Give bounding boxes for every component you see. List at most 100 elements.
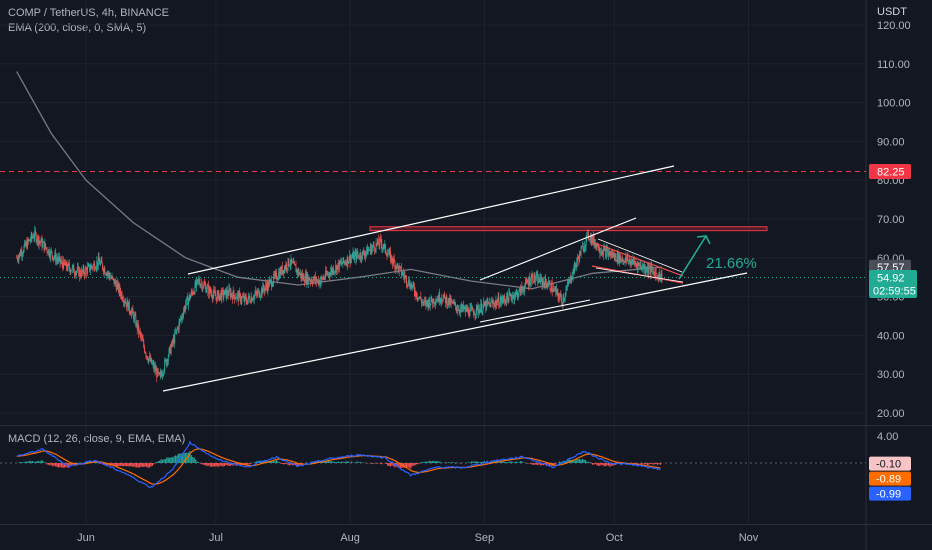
inner-channel-lower-line[interactable] — [479, 299, 591, 323]
histogram-bar — [558, 461, 561, 463]
candle-body — [107, 273, 109, 275]
candle-body — [341, 263, 343, 265]
candle-body — [449, 297, 451, 305]
candle-body — [404, 276, 406, 278]
candle-body — [639, 264, 641, 266]
candle-body — [249, 297, 251, 302]
candle-body — [655, 272, 657, 274]
candle-body — [344, 261, 346, 264]
candle-body — [421, 302, 423, 304]
candle-body — [447, 303, 449, 306]
candle-body — [426, 300, 428, 303]
candle-body — [317, 279, 319, 285]
candle-body — [633, 259, 635, 261]
candle-body — [470, 307, 472, 309]
candle-body — [255, 291, 257, 293]
histogram-bar — [641, 463, 643, 465]
histogram-bar — [511, 461, 513, 463]
candle-body — [304, 274, 306, 283]
candle-body — [258, 290, 260, 297]
candle-body — [247, 299, 249, 304]
candle-body — [488, 301, 490, 304]
candle-body — [353, 252, 355, 260]
time-axis[interactable]: Jun Jul Aug Sep Oct Nov — [77, 532, 759, 544]
histogram-bar — [63, 463, 65, 468]
candle-body — [253, 295, 255, 300]
candle-body — [149, 356, 150, 359]
candle-body — [124, 301, 126, 304]
candle-body — [221, 290, 223, 300]
candle-body — [485, 302, 487, 310]
histogram-bar — [297, 463, 299, 466]
candle-body — [551, 283, 553, 292]
svg-text:54.92: 54.92 — [877, 273, 905, 285]
candle-body — [32, 236, 34, 238]
inner-channel-upper-line[interactable] — [479, 217, 637, 281]
candle-body — [477, 306, 479, 313]
candle-body — [600, 251, 602, 254]
histogram-bar — [540, 463, 542, 466]
candle-body — [503, 296, 505, 299]
price-axis[interactable]: 120.00110.00100.0090.0080.0070.0060.0050… — [877, 20, 911, 420]
candle-body — [410, 283, 412, 289]
candle-body — [569, 278, 570, 283]
candle-body — [567, 283, 569, 284]
time-tick-label: Jun — [77, 532, 95, 544]
candle-body — [168, 349, 170, 357]
channel-upper-line[interactable] — [187, 165, 675, 275]
candle-body — [501, 297, 503, 303]
candle-body — [367, 250, 369, 255]
percent-annotation[interactable]: 21.66% — [706, 255, 757, 272]
candle-body — [441, 298, 443, 301]
candle-body — [556, 289, 557, 294]
candle-body — [331, 268, 333, 273]
wedge-upper-line[interactable] — [591, 241, 684, 277]
histogram-bar — [571, 460, 574, 463]
resistance-zone[interactable] — [369, 226, 768, 232]
histogram-bar — [127, 463, 129, 467]
histogram-bar — [535, 463, 537, 465]
candle-body — [499, 305, 500, 307]
histogram-bar — [329, 460, 331, 463]
candle-body — [556, 289, 558, 292]
histogram-bar — [210, 463, 213, 467]
candle-body — [89, 269, 91, 271]
histogram-bar — [247, 463, 249, 465]
candle-body — [587, 231, 589, 234]
candle-body — [605, 248, 607, 257]
candle-body — [579, 251, 581, 262]
histogram-bar — [114, 463, 116, 467]
candle-body — [366, 247, 368, 253]
candle-body — [420, 296, 422, 301]
candle-body — [532, 281, 534, 283]
macd-histogram — [16, 451, 662, 469]
candle-body — [159, 372, 161, 376]
candle-body — [449, 297, 451, 305]
histogram-bar — [37, 460, 39, 463]
projection-arrow-icon[interactable] — [678, 235, 711, 280]
histogram-bar — [505, 462, 507, 463]
candle-body — [377, 239, 379, 245]
candle-body — [623, 259, 625, 262]
histogram-bar — [606, 463, 608, 466]
candle-body — [389, 250, 391, 252]
histogram-bar — [326, 461, 328, 463]
candle-body — [363, 251, 365, 255]
candle-body — [200, 284, 202, 287]
candle-body — [611, 252, 613, 255]
candle-body — [531, 274, 533, 278]
candle-body — [464, 306, 466, 309]
candle-body — [453, 301, 455, 304]
candle-body — [636, 264, 638, 266]
candle-body — [226, 290, 228, 295]
candle-body — [414, 292, 416, 296]
candle-body — [36, 240, 38, 242]
candle-body — [475, 305, 477, 314]
candle-body — [217, 291, 219, 294]
histogram-bar — [560, 461, 562, 463]
histogram-bar — [506, 462, 509, 463]
candle-body — [304, 281, 306, 283]
histogram-bar — [408, 463, 410, 468]
channel-lower-line[interactable] — [162, 272, 748, 392]
